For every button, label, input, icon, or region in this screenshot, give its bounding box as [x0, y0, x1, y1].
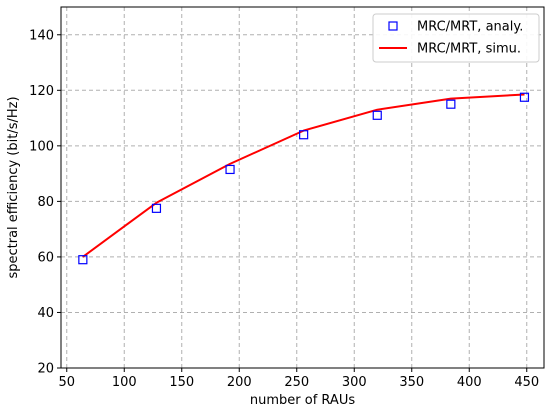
x-tick-label: 350 [399, 375, 424, 390]
plot-series [78, 92, 530, 265]
data-point-analy [151, 203, 162, 213]
x-tick-label: 400 [457, 375, 482, 390]
data-point-analy [225, 164, 235, 175]
y-tick-label: 80 [37, 195, 54, 210]
y-axis-label: spectral efficiency (bit/s/Hz) [6, 96, 21, 278]
legend-label: MRC/MRT, analy. [417, 20, 523, 35]
x-tick-label: 450 [514, 375, 539, 390]
legend-box [372, 13, 540, 63]
data-point-analy [446, 99, 456, 109]
legend-marker-analy [388, 21, 398, 31]
x-tick-label: 200 [227, 375, 252, 390]
data-point-analy [519, 92, 530, 102]
legend: MRC/MRT, analy. MRC/MRT, simu. [372, 13, 540, 63]
axis-ticks: 50 100 150 200 250 300 350 400 450 20 40 60 80 100 120… [29, 28, 539, 390]
y-tick-label: 40 [37, 306, 54, 321]
grid [61, 7, 544, 369]
x-axis-label: number of RAUs [250, 393, 355, 408]
data-point-analy [372, 110, 382, 120]
y-tick-label: 120 [29, 84, 54, 99]
y-tick-label: 140 [29, 28, 54, 43]
legend-label: MRC/MRT, simu. [417, 42, 521, 57]
plot-frame [60, 6, 545, 369]
y-tick-label: 100 [29, 139, 54, 154]
x-tick-label: 150 [169, 375, 194, 390]
x-tick-label: 100 [112, 375, 137, 390]
series-line-simu [82, 93, 525, 258]
x-tick-label: 50 [58, 375, 75, 390]
y-tick-label: 20 [37, 362, 54, 377]
y-tick-label: 60 [37, 250, 54, 265]
x-tick-label: 250 [284, 375, 309, 390]
x-tick-label: 300 [342, 375, 367, 390]
data-point-analy [78, 255, 88, 265]
data-point-analy [299, 130, 309, 140]
